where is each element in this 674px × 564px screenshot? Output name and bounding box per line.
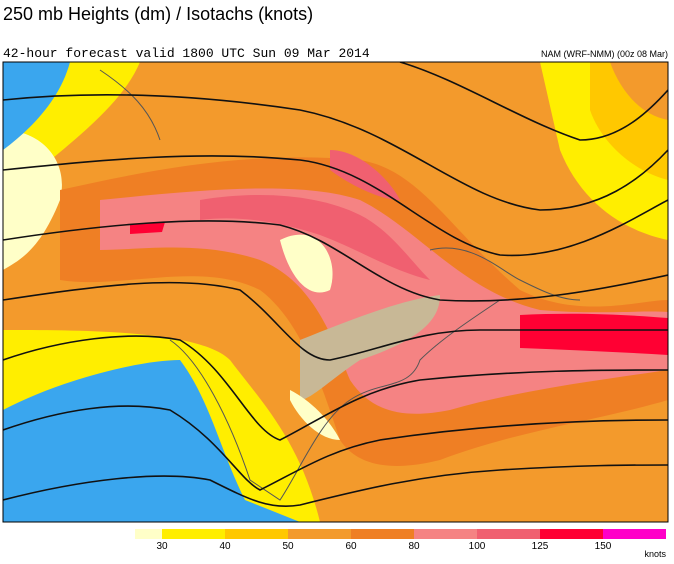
colorbar-segment [603,529,666,539]
colorbar-tick-label: 150 [595,541,612,552]
colorbar-segment [351,529,414,539]
colorbar-segment [288,529,351,539]
model-label: NAM (WRF-NMM) (00z 08 Mar) [541,49,668,59]
colorbar-tick-label: 100 [469,541,486,552]
colorbar: 30 40 50 60 80 100 125 150 [135,529,666,552]
colorbar-segment [162,529,225,539]
colorbar-tick-label: 80 [408,541,420,552]
colorbar-tick-label: 50 [282,541,294,552]
colorbar-segment [414,529,477,539]
colorbar-tick-label: 125 [532,541,549,552]
colorbar-tick-label: 30 [156,541,168,552]
colorbar-tick-label: 40 [219,541,231,552]
map-subtitle: 42-hour forecast valid 1800 UTC Sun 09 M… [3,46,370,61]
colorbar-units: knots [644,549,666,559]
map-title: 250 mb Heights (dm) / Isotachs (knots) [3,4,313,24]
colorbar-segment [225,529,288,539]
map [2,61,669,523]
colorbar-segment [135,529,162,539]
colorbar-segment [477,529,540,539]
colorbar-segment [540,529,603,539]
colorbar-tick-label: 60 [345,541,357,552]
